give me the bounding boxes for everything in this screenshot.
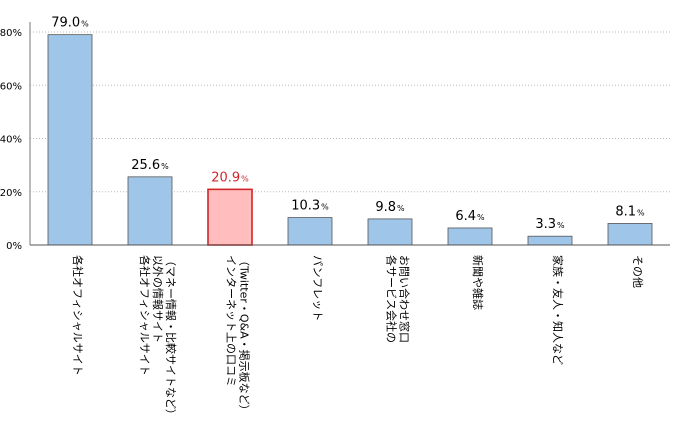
category-label: 新聞や雑誌: [471, 255, 485, 310]
category-labels: 各社オフィシャルサイト 各社オフィシャルサイト 以外の情報サイト （マネー情報・比較サ…: [71, 255, 644, 420]
category-label: その他: [631, 255, 644, 288]
category-label: 家族・友人・知人など: [551, 255, 565, 365]
value-labels: 79.0% 25.6% 20.9% 10.3% 9.8% 6.4% 3.3% 8.1%: [51, 16, 645, 233]
y-axis-ticks: 0% 20% 40% 60% 80%: [0, 28, 22, 252]
category-label: 各サービス会社の: [385, 255, 399, 343]
y-tick-label: 20%: [0, 188, 22, 199]
gridlines: [30, 31, 670, 193]
bar: [367, 218, 413, 246]
axes: [29, 22, 670, 246]
value-label: 8.1%: [615, 204, 645, 219]
bar: [127, 176, 173, 246]
category-label: お問い合わせ窓口: [398, 255, 412, 343]
bar: [287, 217, 333, 246]
y-tick-label: 80%: [0, 28, 22, 39]
category-label: （マネー情報・比較サイトなど）: [164, 255, 178, 420]
category-label: インターネット上の口コミ: [225, 255, 238, 387]
category-label: 各社オフィシャルサイト: [71, 255, 85, 376]
bars: [47, 34, 653, 246]
bar: [447, 227, 493, 246]
y-tick-label: 60%: [0, 81, 22, 92]
value-label: 25.6%: [131, 158, 169, 173]
y-tick-label: 40%: [0, 135, 22, 146]
bar: [207, 188, 253, 246]
value-label: 10.3%: [291, 199, 329, 214]
bar: [47, 34, 93, 246]
category-label: パンフレット: [311, 255, 324, 321]
bar: [527, 235, 573, 246]
value-label: 3.3%: [535, 217, 565, 232]
value-label: 20.9%: [211, 170, 249, 185]
category-label: （Twitter・Q&A・掲示板など）: [238, 255, 252, 416]
bar: [607, 223, 653, 246]
value-label: 6.4%: [455, 209, 485, 224]
value-label: 79.0%: [51, 16, 89, 31]
y-tick-label: 0%: [6, 241, 22, 252]
value-label: 9.8%: [375, 200, 405, 215]
category-label: 各社オフィシャルサイト: [138, 255, 152, 376]
category-label: 以外の情報サイト: [151, 255, 164, 343]
